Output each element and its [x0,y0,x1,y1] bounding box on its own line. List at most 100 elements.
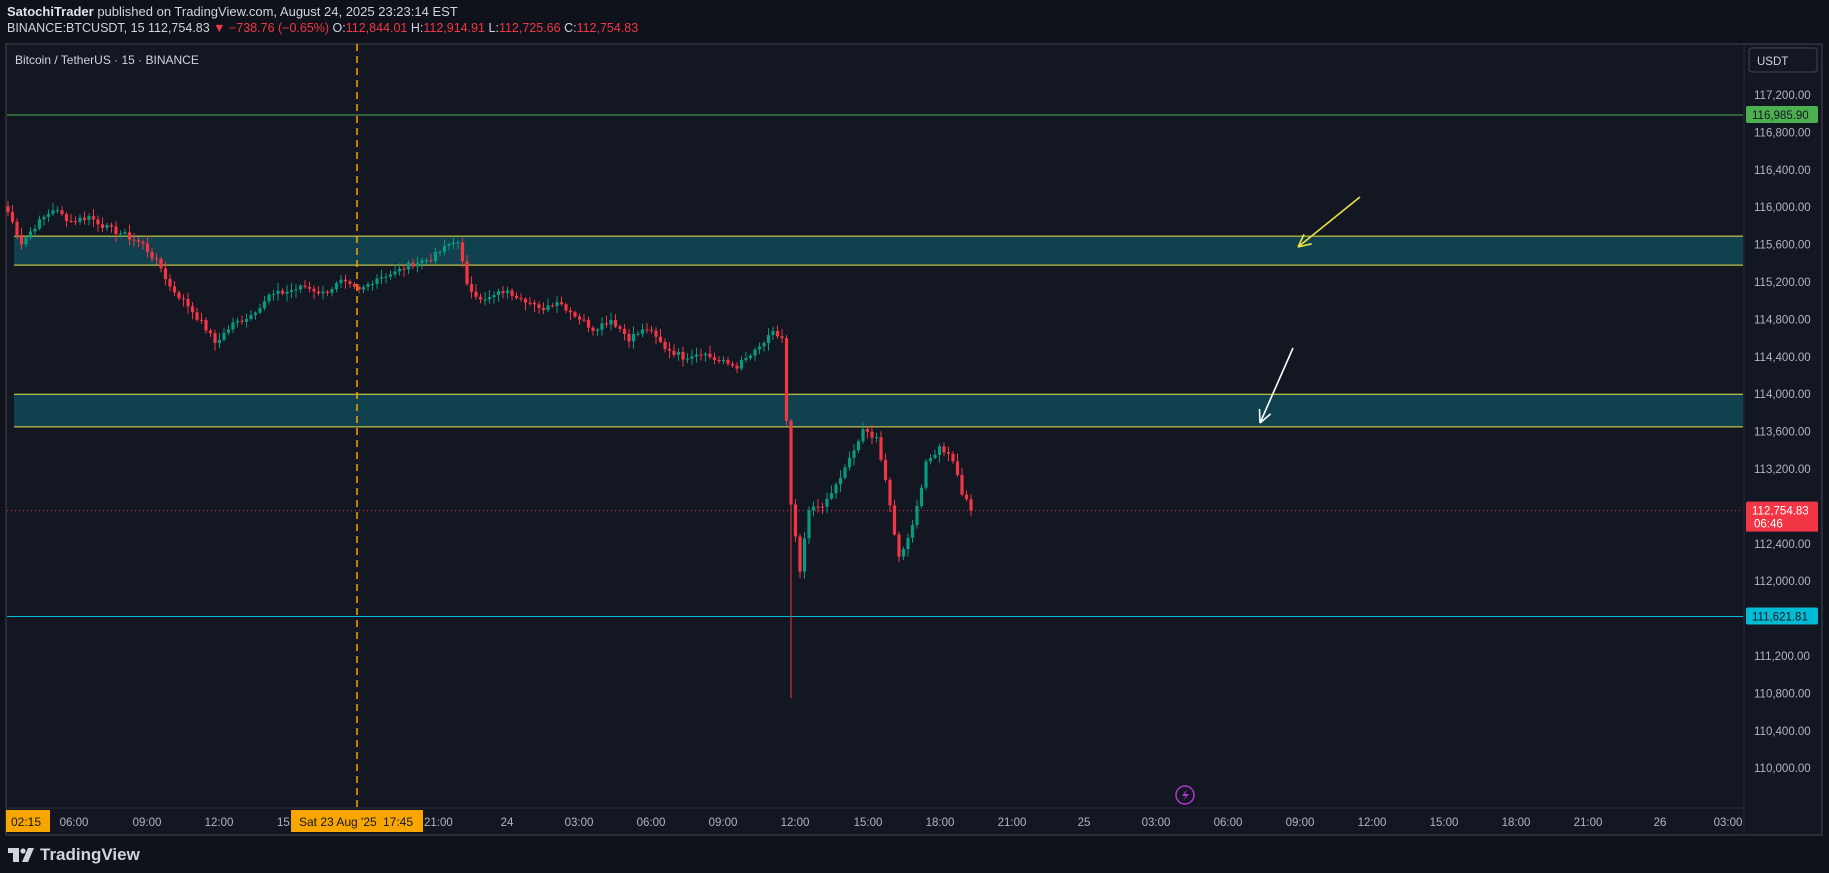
price-label-support: 111,621.81 [1752,612,1808,624]
open-value: 112,844.01 [345,21,408,35]
candle-body [690,356,694,359]
candle-body [64,214,69,221]
candle-body [438,251,442,253]
time-axis[interactable]: 06:00 09:00 12:00 24 03:00 06:00 09:00 12:00 15:… [60,817,1743,829]
candle-body [744,358,748,361]
close-value: 112,754.83 [576,21,639,35]
candle-body [856,441,861,451]
candle-body [190,306,195,313]
candle-body [847,457,852,468]
candle-body [145,243,150,252]
candles-layer [6,201,973,699]
time-start-label: 02:15 [6,810,50,832]
candle-body [514,295,519,298]
candle-body [622,328,627,334]
time-tick-label: 03:00 [565,817,594,829]
time-tick-label: 21:00 [998,817,1027,829]
lightning-icon[interactable] [1175,785,1195,805]
candle-body [573,312,577,317]
publish-line: SatochiTrader published on TradingView.c… [7,4,458,19]
candle-body [330,289,334,293]
time-tick-label: 15:00 [854,817,883,829]
time-tick-label: 21:00 [1574,817,1603,829]
candle-body [528,302,532,304]
candle-body [253,312,258,316]
candle-body [915,506,919,525]
candle-body [627,333,631,342]
candle-body [474,291,478,297]
time-tick-label: 09:00 [1286,817,1315,829]
price-axis[interactable]: 117,200.00 116,800.00 116,400.00 116,000.00… [1746,90,1818,775]
candle-body [406,262,411,270]
candle-body [771,330,775,336]
candle-body [739,360,744,369]
candle-body [807,510,811,539]
candle-body [834,484,838,494]
time-tick-label: 24 [501,817,514,829]
candle-body [510,290,514,296]
chart-header: SatochiTrader published on TradingView.c… [0,0,1829,42]
candle-body [384,276,388,278]
candle-body [361,286,366,290]
candle-body [766,335,771,344]
candle-body [186,298,190,307]
candle-body [465,261,469,285]
candle-body [649,329,654,331]
author-name[interactable]: SatochiTrader [7,4,94,19]
price-tick-label: 116,800.00 [1754,127,1811,139]
candle-body [456,242,460,244]
candle-body [280,290,285,294]
candle-body [483,299,487,301]
candle-body [451,242,456,245]
currency-label[interactable]: USDT [1757,56,1788,68]
arrow-shaft-0 [1297,196,1361,248]
candle-body [663,341,667,349]
arrow-head-0-0 [1297,243,1312,248]
candle-body [172,286,177,293]
candle-body [555,302,559,306]
price-tick-label: 114,400.00 [1754,352,1811,364]
close-label: C: [564,21,577,35]
chart-area[interactable] [5,43,1823,836]
candle-body [793,504,798,537]
arrow-shaft-1 [1259,347,1294,424]
candle-body [195,312,199,320]
currency-button-frame[interactable] [1748,47,1818,73]
tradingview-mark-icon [8,848,34,862]
candle-body [46,213,51,217]
candle-body [150,251,154,259]
candle-body [397,268,402,272]
candle-body [618,326,622,329]
tradingview-logo[interactable]: TradingView [8,845,140,865]
candle-body [852,450,856,458]
candle-body [222,332,226,340]
candle-body [379,277,384,279]
time-tick-label: 12:00 [781,817,810,829]
candle-body [595,329,600,331]
candle-body [100,224,105,228]
currency-button[interactable]: USDT [1748,47,1818,73]
candle-body [780,336,784,339]
candle-body [429,260,433,262]
candle-body [910,524,915,538]
candle-body [352,283,357,287]
candle-body [123,232,127,234]
price-label-resistance: 116,985.90 [1752,110,1809,122]
candle-body [969,499,973,511]
candle-body [433,251,438,262]
candle-body [730,363,735,366]
candle-body [604,323,609,325]
candle-body [411,262,415,267]
candle-body [6,206,10,212]
candle-body [204,320,208,331]
candle-body [960,474,964,495]
candle-body [24,237,28,245]
time-tick-label: 06:00 [1214,817,1243,829]
candle-body [870,431,874,438]
high-value: 112,914.91 [423,21,486,35]
candle-body [829,493,834,499]
candle-body [343,279,348,282]
candle-body [15,221,19,235]
candle-body [420,260,424,264]
